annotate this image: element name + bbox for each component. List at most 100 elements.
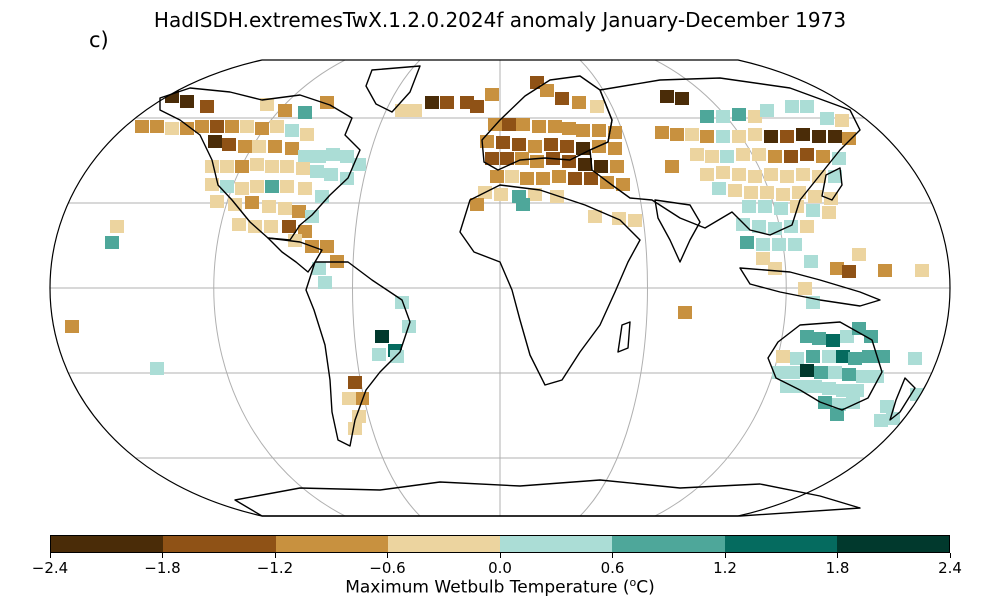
anomaly-cell — [280, 180, 294, 193]
anomaly-cell — [836, 384, 850, 397]
colorbar-tick — [499, 553, 501, 558]
anomaly-cell — [208, 135, 222, 148]
anomaly-cell — [310, 165, 324, 178]
anomaly-cell — [348, 376, 362, 389]
anomaly-cell — [856, 370, 870, 383]
anomaly-cell — [800, 330, 814, 343]
anomaly-cell — [135, 120, 149, 133]
colorbar-tick-label: 1.2 — [713, 559, 737, 577]
anomaly-cell — [830, 262, 844, 275]
anomaly-cell — [800, 148, 814, 161]
anomaly-cell — [240, 120, 254, 133]
anomaly-cell — [852, 248, 866, 261]
anomaly-cell — [705, 150, 719, 163]
anomaly-cell — [812, 332, 826, 345]
anomaly-cell — [395, 296, 409, 309]
anomaly-cell — [772, 238, 786, 251]
anomaly-cell — [655, 126, 669, 139]
anomaly-cell — [578, 158, 592, 171]
anomaly-cell — [252, 140, 266, 153]
anomaly-cell — [312, 150, 326, 163]
coastline-indonesia — [739, 267, 881, 307]
anomaly-cell — [516, 198, 530, 211]
anomaly-cell — [864, 330, 878, 343]
anomaly-cell — [660, 90, 674, 103]
anomaly-cell — [270, 120, 284, 133]
anomaly-cell — [768, 150, 782, 163]
coastline-south-america — [305, 261, 411, 447]
anomaly-cell — [798, 282, 812, 295]
anomaly-cell — [910, 388, 924, 401]
colorbar-segment — [51, 536, 164, 552]
anomaly-cell — [372, 348, 386, 361]
anomaly-cell — [764, 130, 778, 143]
meridian-line — [579, 60, 648, 516]
anomaly-cell — [584, 172, 598, 185]
coastline-new-zealand — [889, 377, 916, 421]
anomaly-cell — [496, 136, 510, 149]
anomaly-cell — [874, 414, 888, 427]
anomaly-cell — [776, 350, 790, 363]
anomaly-cell — [220, 180, 234, 193]
anomaly-cell — [300, 128, 314, 141]
anomaly-cell — [756, 252, 770, 265]
anomaly-cell — [268, 140, 282, 153]
colorbar-segment — [724, 536, 837, 552]
colorbar-tick — [724, 553, 726, 558]
anomaly-cell — [742, 200, 756, 213]
anomaly-cell — [700, 110, 714, 123]
anomaly-cell — [298, 182, 312, 195]
meridian-line — [352, 60, 421, 516]
anomaly-cell — [848, 352, 862, 365]
anomaly-cell — [716, 130, 730, 143]
coastlines — [159, 65, 916, 517]
anomaly-cell — [820, 112, 834, 125]
anomaly-cell — [756, 238, 770, 251]
anomaly-cell — [530, 155, 544, 168]
anomaly-cell — [700, 168, 714, 181]
anomaly-cell — [780, 130, 794, 143]
anomaly-cell — [808, 380, 822, 393]
anomaly-cell — [830, 408, 844, 421]
colorbar-tick — [49, 553, 51, 558]
anomaly-cell — [375, 330, 389, 343]
anomaly-cell — [796, 168, 810, 181]
anomaly-cell — [850, 384, 864, 397]
anomaly-cell — [732, 130, 746, 143]
anomaly-cell — [528, 140, 542, 153]
anomaly-cell — [572, 96, 586, 109]
anomaly-cell — [748, 170, 762, 183]
anomaly-cell — [785, 100, 799, 113]
anomaly-cell — [908, 352, 922, 365]
coastline-asia — [589, 77, 861, 236]
anomaly-cell — [675, 92, 689, 105]
anomaly-cell — [822, 382, 836, 395]
anomaly-cell — [744, 186, 758, 199]
anomaly-cell — [502, 118, 516, 131]
anomaly-cell — [250, 180, 264, 193]
anomaly-cell — [282, 220, 296, 233]
anomaly-cell — [814, 366, 828, 379]
coastline-greenland — [365, 65, 421, 113]
anomaly-cell — [862, 350, 876, 363]
anomaly-cell — [528, 188, 542, 201]
anomaly-cell — [748, 128, 762, 141]
anomaly-cell — [262, 200, 276, 213]
anomaly-cell — [786, 366, 800, 379]
anomaly-cell — [550, 190, 564, 203]
anomaly-cell — [832, 152, 846, 165]
anomaly-cell — [806, 204, 820, 217]
anomaly-cell — [790, 200, 804, 213]
anomaly-cell — [285, 142, 299, 155]
anomaly-cell — [222, 138, 236, 151]
colorbar-tick — [387, 553, 388, 558]
colorbar-label: Maximum Wetbulb Temperature (oC) — [345, 576, 655, 598]
anomaly-cell — [260, 98, 274, 111]
anomaly-cell — [220, 160, 234, 173]
colorbar-tick — [612, 553, 613, 558]
anomaly-cell — [870, 370, 884, 383]
anomaly-cell — [326, 148, 340, 161]
world-map — [49, 59, 951, 517]
anomaly-cell — [796, 128, 810, 141]
anomaly-cell — [800, 220, 814, 233]
